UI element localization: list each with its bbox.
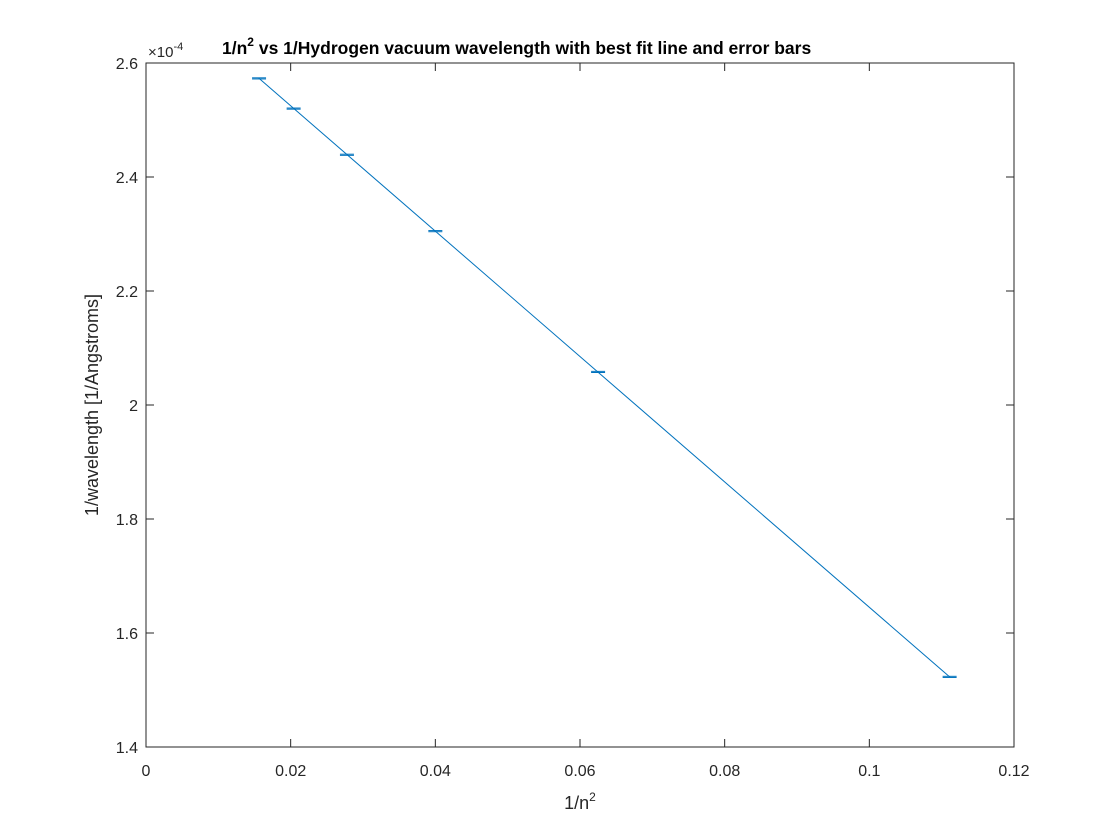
x-tick-label: 0.04 [420,763,451,780]
error-bar-point [286,107,301,110]
x-tick-label: 0.08 [709,763,740,780]
error-bar-point [428,230,443,233]
axis-ticks: 0 0.02 0.04 0.06 0.08 0.1 0.12 1.4 1.6 1.8 2 2.2 2.4… [116,56,1030,780]
best-fit-line [258,78,950,678]
x-tick-label: 0 [142,763,151,780]
plot-background [146,63,1014,747]
y-tick-label: 1.4 [116,740,138,757]
y-tick-label: 2.6 [116,56,138,73]
error-bar-point [252,77,267,80]
x-tick-label: 0.12 [998,763,1029,780]
chart-title: 1/n2 vs 1/Hydrogen vacuum wavelength wit… [222,35,811,58]
y-tick-label: 1.6 [116,626,138,643]
error-bar-point [942,675,957,678]
y-tick-label: 2 [129,398,138,415]
y-axis-multiplier: ×10-4 [148,41,183,61]
y-axis-label: 1/wavelength [1/Angstroms] [82,294,102,516]
y-tick-label: 2.4 [116,170,138,187]
x-axis-label: 1/n2 [564,790,596,813]
y-tick-label: 1.8 [116,512,138,529]
x-tick-label: 0.06 [564,763,595,780]
plot-area [252,77,957,678]
x-tick-label: 0.02 [275,763,306,780]
error-bar-point [339,153,354,156]
x-tick-label: 0.1 [858,763,880,780]
error-bar-point [591,370,606,374]
y-tick-label: 2.2 [116,284,138,301]
